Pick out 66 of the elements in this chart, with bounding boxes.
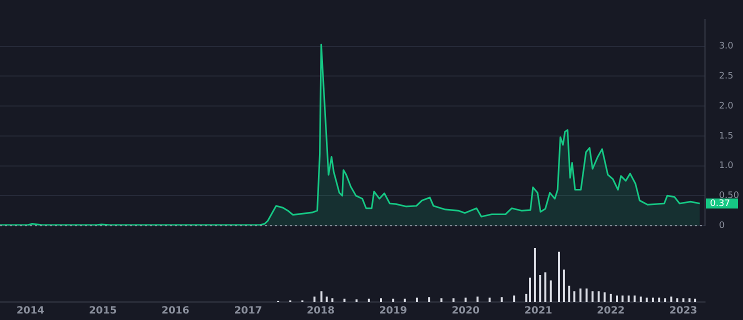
bar [320, 291, 322, 302]
bar [452, 298, 455, 302]
bar [562, 270, 565, 302]
x-tick-label: 2018 [306, 306, 335, 317]
bar [534, 248, 536, 302]
y-tick-label: 1.5 [719, 131, 734, 142]
bar [313, 296, 316, 302]
bar [628, 296, 630, 302]
bar [610, 294, 612, 302]
bar [464, 298, 467, 302]
bar [622, 296, 624, 302]
bar [688, 298, 691, 302]
bar [598, 291, 600, 302]
bar [476, 296, 479, 302]
bar [592, 291, 594, 302]
bar [416, 298, 418, 302]
bar [331, 298, 334, 302]
bar [676, 298, 678, 302]
bar [392, 298, 394, 302]
bar [568, 286, 570, 302]
bar [558, 252, 560, 302]
annotation: 0.37 [710, 198, 730, 209]
bar [682, 298, 684, 302]
bar [380, 298, 382, 302]
bar [634, 296, 636, 302]
x-tick-label: 2019 [379, 306, 408, 317]
bar [343, 298, 346, 302]
x-tick-label: 2017 [234, 306, 262, 317]
bar [658, 298, 660, 302]
y-tick-label: 3.0 [719, 42, 734, 52]
bar [356, 299, 358, 302]
bar [604, 292, 606, 302]
bar [525, 294, 528, 302]
x-tick-label: 2022 [596, 306, 625, 317]
y-tick-label: 2.0 [719, 101, 734, 112]
bar [513, 296, 516, 302]
x-tick-label: 2021 [524, 306, 552, 317]
bar [440, 298, 442, 302]
x-tick-label: 2020 [452, 306, 480, 317]
bar [670, 296, 672, 302]
bar [539, 275, 542, 302]
x-tick-label: 2014 [16, 306, 44, 317]
bar [404, 298, 406, 302]
bar [616, 296, 618, 302]
y-tick-label: 2.5 [719, 72, 734, 82]
y-tick-label: 1.0 [719, 161, 734, 172]
bar [646, 298, 648, 302]
bar [488, 298, 491, 302]
bar [640, 296, 642, 302]
bar [573, 291, 576, 302]
bar [326, 296, 328, 302]
x-tick-label: 2023 [669, 306, 698, 317]
bar [544, 272, 546, 302]
bar [528, 278, 531, 302]
bar [694, 298, 696, 302]
x-tick-label: 2015 [88, 306, 117, 317]
bar [664, 298, 666, 302]
bar [652, 298, 654, 302]
y-tick-label: 0 [719, 220, 725, 231]
bar [586, 288, 588, 302]
bar [368, 298, 370, 302]
x-tick-label: 2016 [161, 306, 190, 317]
bar [579, 288, 582, 302]
bar [428, 297, 430, 302]
bar [500, 297, 503, 302]
bar [550, 280, 552, 302]
